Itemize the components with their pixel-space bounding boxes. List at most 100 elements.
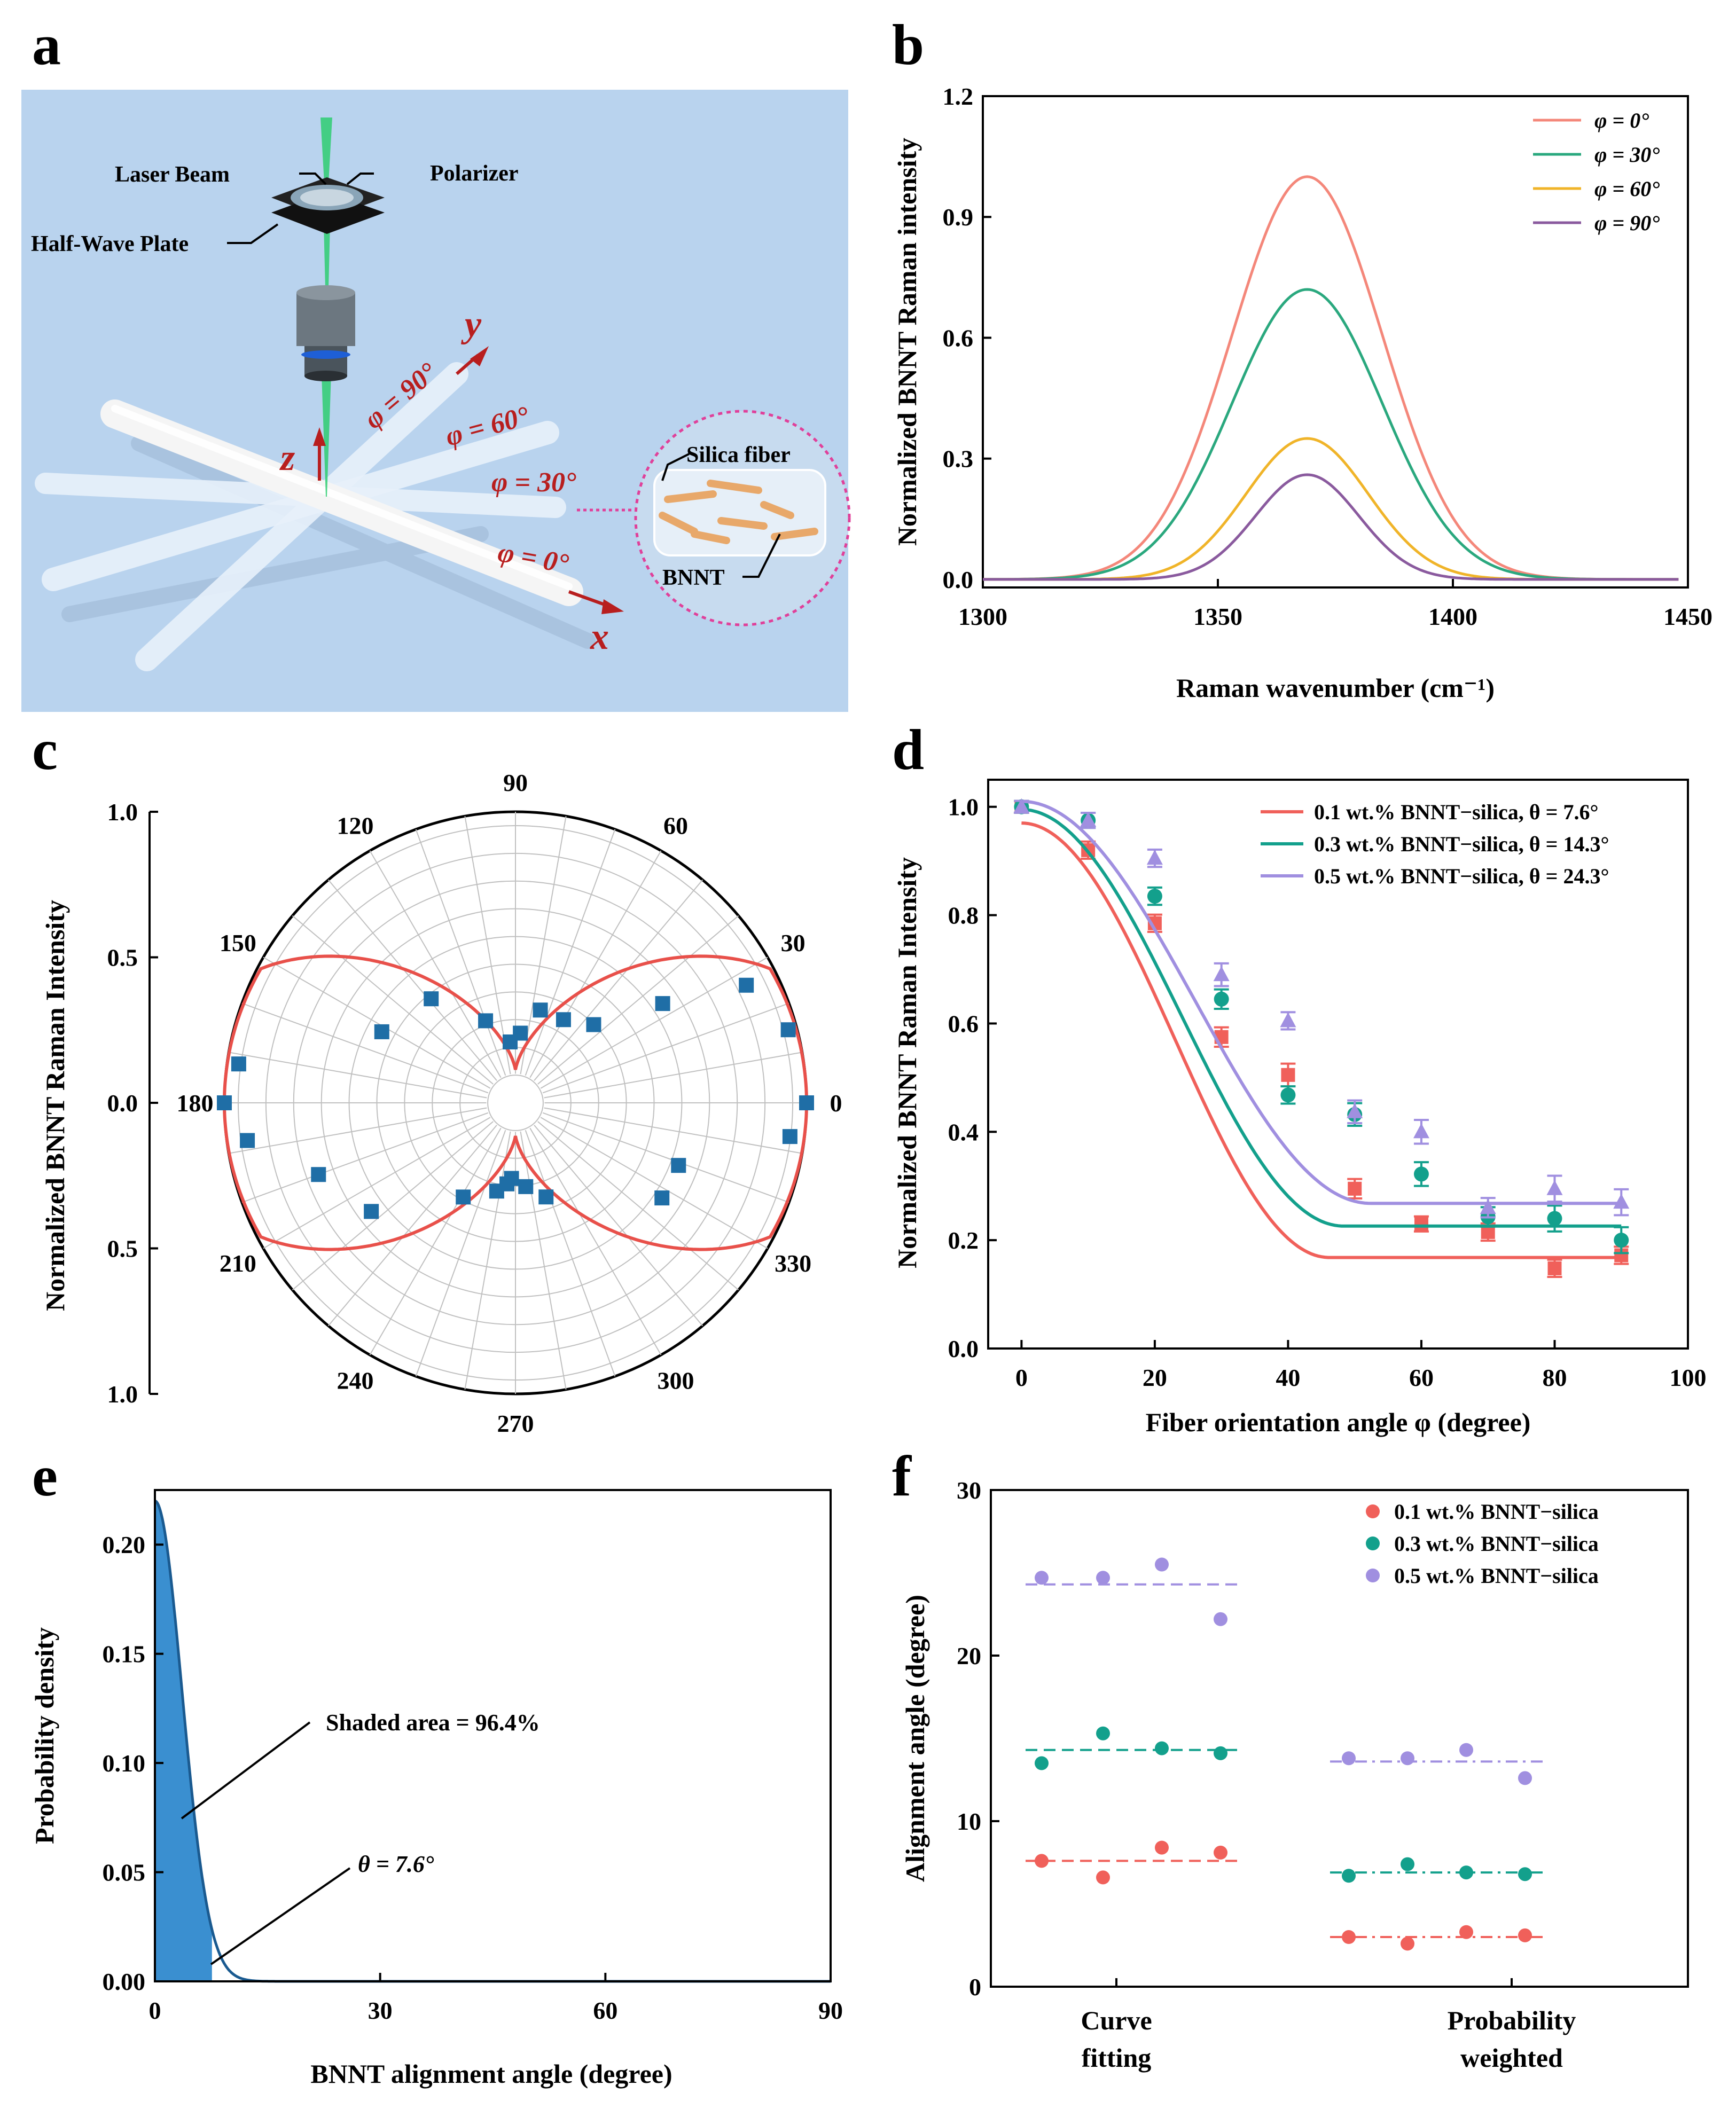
probability-density-chart: 0.00 0.05 0.10 0.15 0.20 0 30 60 90 Shaded area… — [29, 1489, 843, 2089]
data-point — [1401, 1751, 1414, 1766]
y-tick-label: 0.0 — [943, 566, 974, 593]
data-point — [1413, 1166, 1429, 1182]
x-tick-label: 1400 — [1428, 603, 1477, 630]
data-point — [739, 977, 754, 993]
polar-grid-spoke — [229, 1107, 487, 1154]
data-point — [1214, 1845, 1227, 1860]
data-point — [1280, 1012, 1296, 1028]
axis-label-y: y — [461, 304, 482, 345]
polar-chart: 0 30 60 90 120 150 180 210 240 270 300 330 1.0 0.5 0.… — [40, 769, 842, 1437]
data-point — [655, 996, 670, 1012]
data-point — [1614, 1233, 1629, 1248]
data-point — [1035, 1854, 1049, 1868]
x-tick-label: 1450 — [1663, 603, 1712, 630]
category-label: Curve — [1081, 2005, 1152, 2035]
angle-tick-label: 120 — [337, 812, 374, 839]
polar-grid-spoke — [542, 1002, 789, 1094]
data-point — [556, 1012, 571, 1028]
data-point — [217, 1095, 232, 1110]
schematic-panel: z y x φ = 90° φ = 60° φ = 30° φ = 0° Las… — [21, 90, 851, 712]
panel-label-e: e — [32, 1445, 58, 1508]
legend-label: φ = 90° — [1594, 211, 1660, 235]
legend-label: φ = 60° — [1594, 177, 1660, 201]
x-tick-label: 20 — [1143, 1364, 1167, 1391]
alignment-angle-chart: 0 10 20 30 0.1 wt.% BNNT−silica 0.3 wt.% BNN… — [900, 1477, 1689, 2073]
data-point — [1155, 1840, 1169, 1855]
y-tick-label: 0.20 — [103, 1531, 146, 1558]
polarizer-label: Polarizer — [430, 161, 519, 186]
x-axis-label: Raman wavenumber (cm⁻¹) — [1176, 673, 1495, 703]
angle-tick-label: 150 — [220, 929, 256, 957]
leader-lines — [227, 173, 374, 244]
polar-grid-spoke — [415, 829, 506, 1076]
data-point — [1035, 1571, 1049, 1585]
data-point — [374, 1024, 389, 1039]
plot-frame — [154, 1489, 832, 1982]
panel-label-c: c — [32, 718, 58, 782]
shaded-area — [155, 1501, 212, 1981]
angle-tick-label: 0 — [830, 1089, 842, 1117]
intensity-vs-angle-chart: 0.0 0.2 0.4 0.6 0.8 1.0 0 20 40 60 80 100 0.1 wt.%… — [892, 779, 1707, 1437]
data-point — [1013, 798, 1030, 813]
y-tick-label: 0.10 — [103, 1750, 146, 1777]
data-point — [311, 1167, 326, 1182]
data-point — [1518, 1928, 1532, 1942]
series-line — [983, 288, 1679, 581]
polar-grid-spoke — [263, 957, 491, 1089]
y-tick-label: 20 — [957, 1642, 981, 1669]
y-axis-label: Probability density — [29, 1627, 59, 1844]
y-axis-label: Alignment angle (degree) — [900, 1595, 930, 1882]
series-line — [983, 175, 1679, 581]
data-point — [1401, 1936, 1414, 1951]
x-tick-label: 40 — [1276, 1364, 1300, 1391]
plot-frame — [987, 779, 1689, 1350]
x-axis-label: Fiber orientation angle φ (degree) — [1146, 1407, 1531, 1437]
bnnt-rods — [659, 480, 818, 544]
data-point — [671, 1158, 686, 1173]
polar-grid-spoke — [369, 1127, 502, 1355]
x-tick-label: 60 — [1409, 1364, 1434, 1391]
y-tick-label: 0.8 — [948, 902, 979, 929]
radial-tick-label: 0.0 — [107, 1089, 138, 1117]
data-point — [1281, 1068, 1295, 1082]
data-point — [1155, 1557, 1169, 1572]
fit-line — [1021, 821, 1622, 1259]
data-point — [1459, 1925, 1473, 1939]
angle-tick-label: 30 — [781, 929, 806, 957]
y-tick-label: 10 — [957, 1808, 981, 1835]
fit-line — [1021, 799, 1622, 1205]
annotation-leader-theta — [210, 1867, 351, 1965]
data-point — [1155, 1741, 1169, 1755]
axis-label-z: z — [279, 437, 295, 479]
laser-beam-label: Laser Beam — [115, 162, 230, 187]
x-tick-label: 60 — [593, 1997, 617, 2024]
data-point — [1342, 1751, 1356, 1766]
polar-grid-spoke — [263, 1117, 491, 1249]
polar-grid-spoke — [540, 1117, 768, 1249]
y-tick-label: 0 — [969, 1973, 981, 2001]
y-axis-label: Normalized BNNT Raman Intensity — [40, 900, 70, 1311]
radial-tick-label: 1.0 — [107, 1381, 138, 1408]
data-point — [364, 1204, 379, 1219]
coordinate-axes — [313, 346, 624, 614]
series-line — [983, 473, 1679, 581]
angle-tick-label: 90 — [503, 769, 528, 796]
angle-tick-label: 180 — [177, 1089, 214, 1117]
data-point — [1480, 1199, 1496, 1214]
polar-grid-spoke — [464, 1131, 511, 1390]
fit-line — [1021, 807, 1622, 1228]
y-tick-label: 0.6 — [943, 324, 974, 351]
polar-grid-spoke — [369, 850, 502, 1078]
data-point — [518, 1179, 534, 1194]
polar-grid-spoke — [540, 957, 768, 1089]
angle-tick-label: 240 — [337, 1367, 374, 1394]
legend-swatch — [1366, 1569, 1380, 1582]
legend-swatch — [1366, 1536, 1380, 1550]
density-curve — [154, 1499, 831, 1983]
data-point — [1613, 1194, 1630, 1209]
plot-frame — [990, 1489, 1689, 1988]
y-tick-label: 30 — [957, 1477, 981, 1504]
polar-grid-spoke — [537, 1121, 739, 1291]
x-axis-label: BNNT alignment angle (degree) — [310, 2059, 672, 2089]
data-point — [538, 1189, 554, 1205]
